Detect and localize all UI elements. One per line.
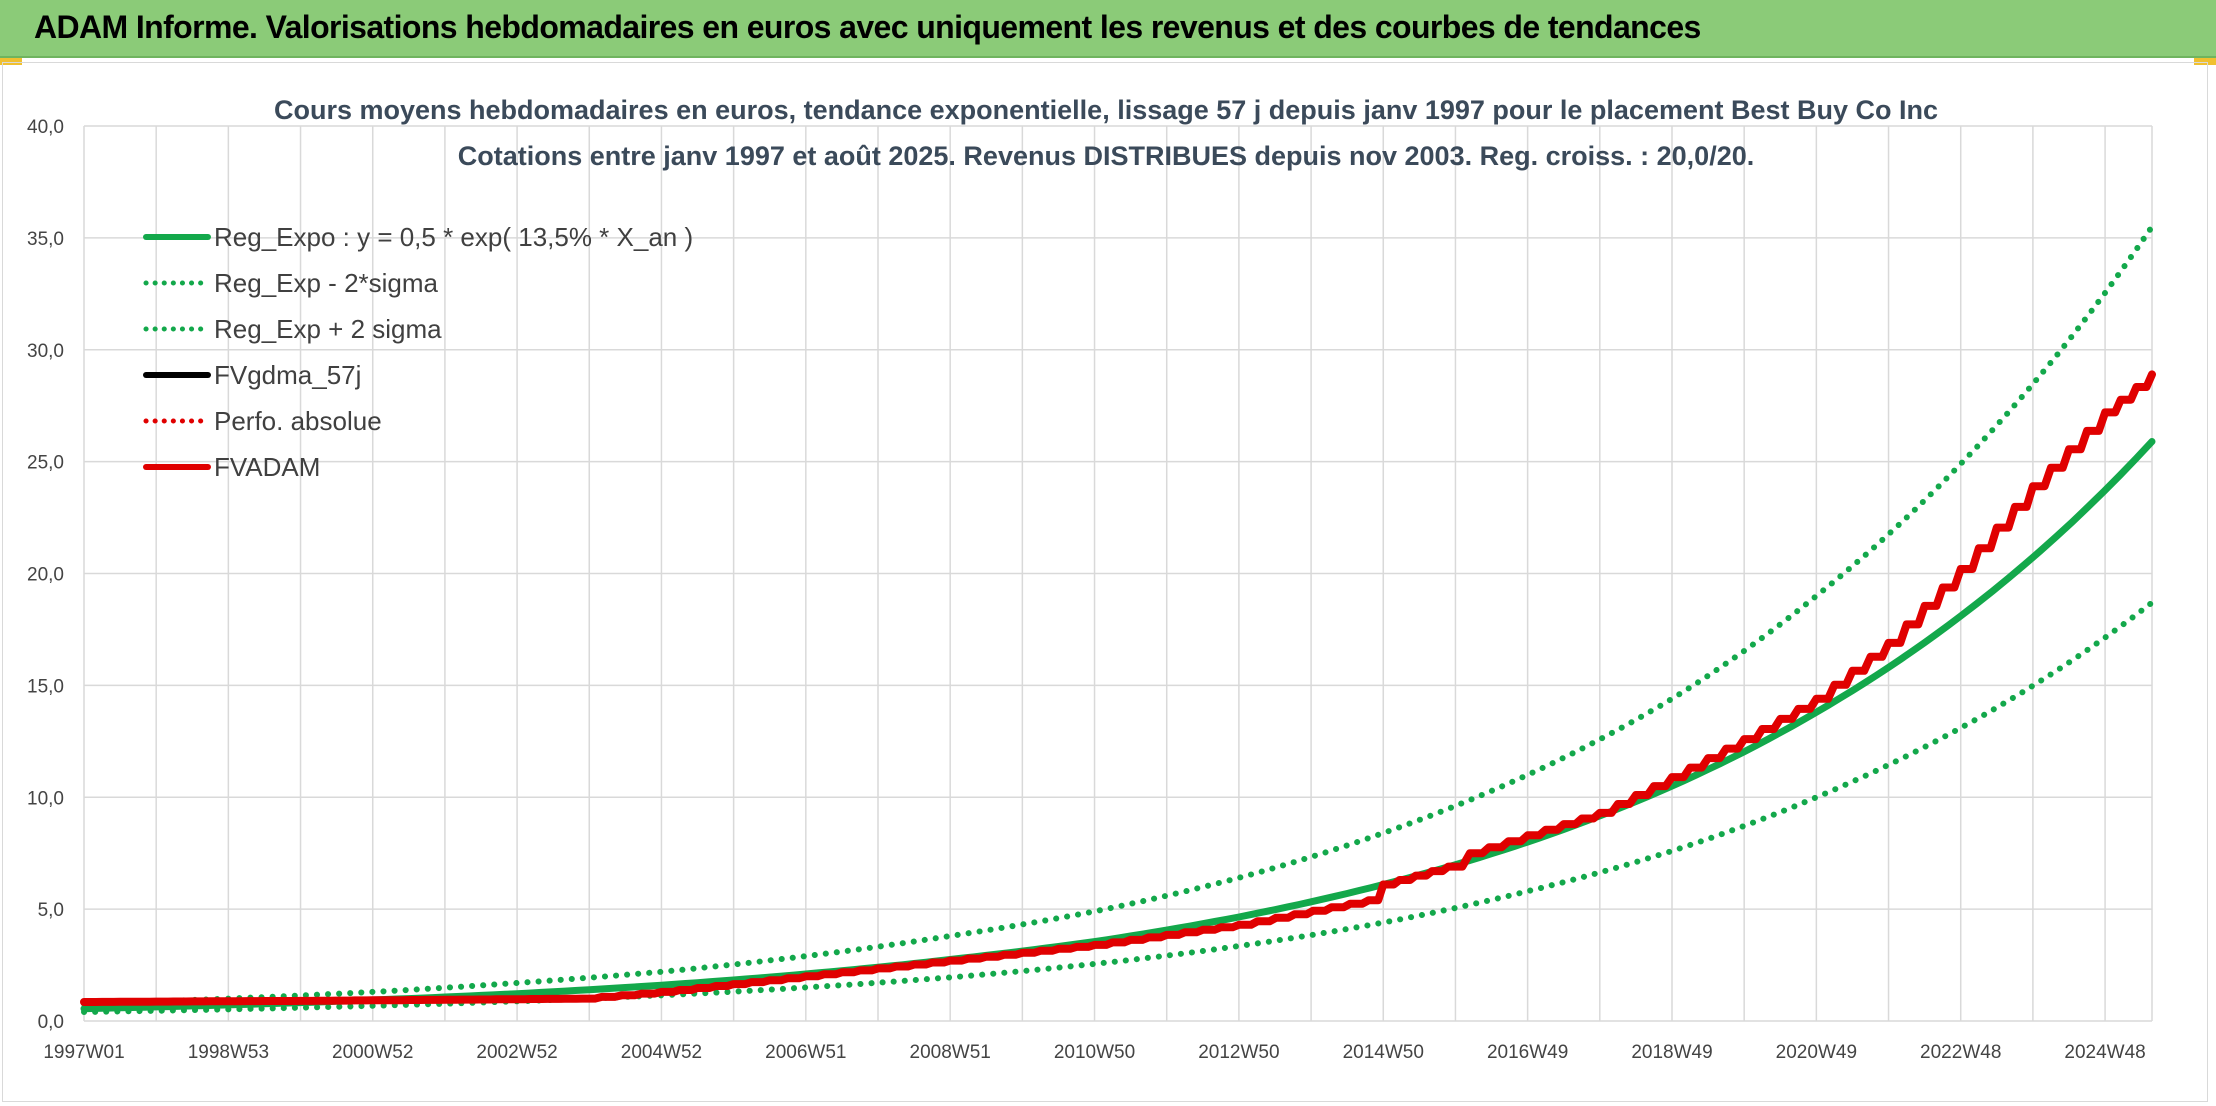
y-tick-label: 35,0 (27, 229, 64, 250)
corner-marker-right (2194, 58, 2216, 65)
x-tick-label: 2000W52 (332, 1042, 413, 1063)
x-tick-label: 2018W49 (1631, 1042, 1712, 1063)
y-tick-label: 20,0 (27, 565, 64, 586)
y-tick-label: 10,0 (27, 788, 64, 809)
x-tick-label: 2020W49 (1776, 1042, 1857, 1063)
legend-label-4: FVgdma_57j (214, 360, 361, 390)
y-tick-label: 5,0 (38, 900, 64, 921)
series-line-1 (80, 438, 2156, 1013)
legend-label-6: FVADAM (214, 452, 320, 482)
axis-tick-labels: 0,0 5,0 10,0 15,0 20,0 25,0 30,0 35,0 40,0 1997W0… (27, 117, 2146, 1063)
x-tick-label: 1998W53 (188, 1042, 269, 1063)
series-line-2 (81, 599, 2155, 1015)
legend-label-3: Reg_Exp + 2 sigma (214, 314, 442, 344)
corner-marker-left (0, 58, 22, 65)
series-line-6 (80, 370, 2156, 1006)
x-tick-label: 2016W49 (1487, 1042, 1568, 1063)
chart-title: Cours moyens hebdomadaires en euros, ten… (274, 95, 1938, 125)
legend-label-5: Perfo. absolue (214, 406, 382, 436)
x-tick-label: 2012W50 (1198, 1042, 1279, 1063)
x-tick-label: 2014W50 (1343, 1042, 1424, 1063)
chart-frame (2, 62, 2208, 1102)
series-lines (80, 223, 2156, 1015)
x-tick-label: 2002W52 (476, 1042, 557, 1063)
y-tick-label: 0,0 (38, 1012, 64, 1033)
legend-label-2: Reg_Exp - 2*sigma (214, 268, 439, 298)
grid-lines (83, 125, 2153, 1022)
header-bar: ADAM Informe. Valorisations hebdomadaire… (0, 0, 2216, 58)
chart-subtitle: Cotations entre janv 1997 et août 2025. … (458, 141, 1754, 171)
y-tick-label: 25,0 (27, 453, 64, 474)
x-tick-label: 2024W48 (2064, 1042, 2145, 1063)
legend-label-1: Reg_Expo : y = 0,5 * exp( 13,5% * X_an ) (214, 222, 693, 252)
x-tick-label: 2004W52 (621, 1042, 702, 1063)
y-tick-label: 40,0 (27, 117, 64, 138)
x-tick-label: 2008W51 (910, 1042, 991, 1063)
x-tick-label: 1997W01 (43, 1042, 124, 1063)
y-tick-label: 15,0 (27, 676, 64, 697)
page-title: ADAM Informe. Valorisations hebdomadaire… (34, 9, 1701, 45)
legend: Reg_Expo : y = 0,5 * exp( 13,5% * X_an )… (143, 222, 693, 482)
x-tick-label: 2022W48 (1920, 1042, 2001, 1063)
y-tick-label: 30,0 (27, 341, 64, 362)
x-tick-label: 2010W50 (1054, 1042, 1135, 1063)
x-tick-label: 2006W51 (765, 1042, 846, 1063)
